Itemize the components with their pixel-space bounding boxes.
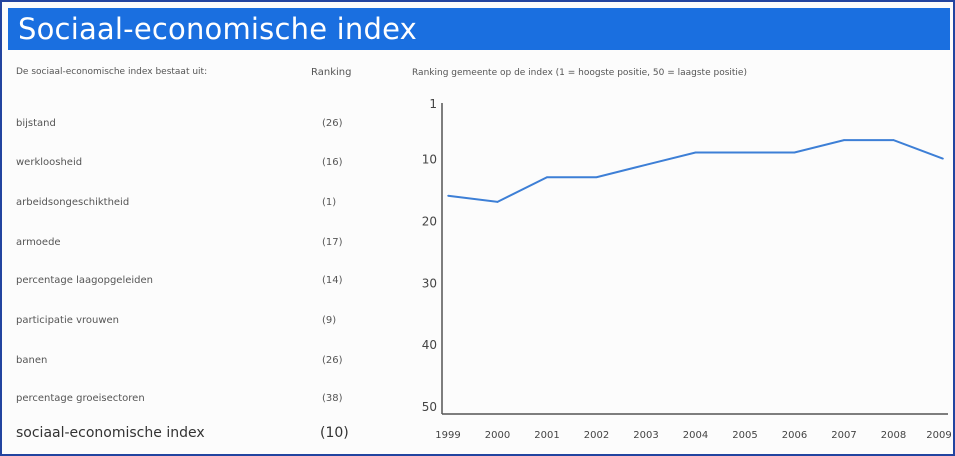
component-label: armoede [16,237,61,248]
data-point [496,201,499,203]
chart-title: Ranking gemeente op de index (1 = hoogst… [412,68,747,78]
component-rank: (9) [322,315,337,326]
component-rank: (38) [322,393,343,404]
title-bar: Sociaal-economische index [8,8,950,50]
table-header-rank: Ranking [311,67,352,78]
y-tick-label: 30 [422,276,437,290]
component-rank: (1) [322,197,337,208]
component-label: percentage laagopgeleiden [16,275,154,286]
data-point [793,151,796,154]
table-header-label: De sociaal-economische index bestaat uit… [16,67,208,77]
component-label: banen [16,355,48,366]
data-point [843,139,845,141]
y-tick-label: 40 [422,338,437,352]
component-label: arbeidsongeschiktheid [16,197,130,208]
x-tick-label: 2003 [633,430,658,441]
data-point [892,139,895,141]
x-tick-label: 1999 [435,430,460,441]
y-tick-labels: 1 10 20 30 40 50 [422,97,437,414]
page-title: Sociaal-economische index [18,12,418,46]
x-tick-label: 2008 [881,430,906,441]
x-tick-label: 2004 [683,430,708,441]
component-rank: (26) [322,355,343,366]
series-group [447,139,944,203]
x-tick-label: 2001 [534,430,559,441]
component-rank: (26) [322,118,343,129]
component-label: percentage groeisectoren [16,393,145,404]
x-tick-label: 2006 [782,430,807,441]
x-tick-label: 2009 [926,430,951,441]
data-point [546,176,548,179]
data-point [744,151,746,154]
component-rank: (14) [322,275,343,286]
data-point [447,194,449,197]
total-rank: (10) [320,425,349,441]
y-tick-label: 20 [422,214,437,228]
x-tick-label: 2002 [584,430,609,441]
x-tick-labels: 1999 2000 2001 2002 2003 2004 2005 2006 2007 2008… [435,430,951,441]
data-point [942,157,944,160]
component-rank: (17) [322,237,343,248]
data-point [694,151,697,154]
component-label: bijstand [16,118,56,129]
y-tick-label: 50 [422,400,437,414]
x-tick-label: 2005 [732,430,757,441]
y-tick-label: 10 [422,153,437,167]
x-tick-label: 2007 [831,430,856,441]
data-point [595,176,598,179]
data-point [645,164,647,166]
component-label: participatie vrouwen [16,315,120,326]
total-label: sociaal-economische index [16,425,205,441]
x-tick-label: 2000 [485,430,510,441]
component-label: werkloosheid [16,157,83,168]
series-line [447,139,944,203]
y-tick-label: 1 [429,97,437,111]
component-rank: (16) [322,157,343,168]
